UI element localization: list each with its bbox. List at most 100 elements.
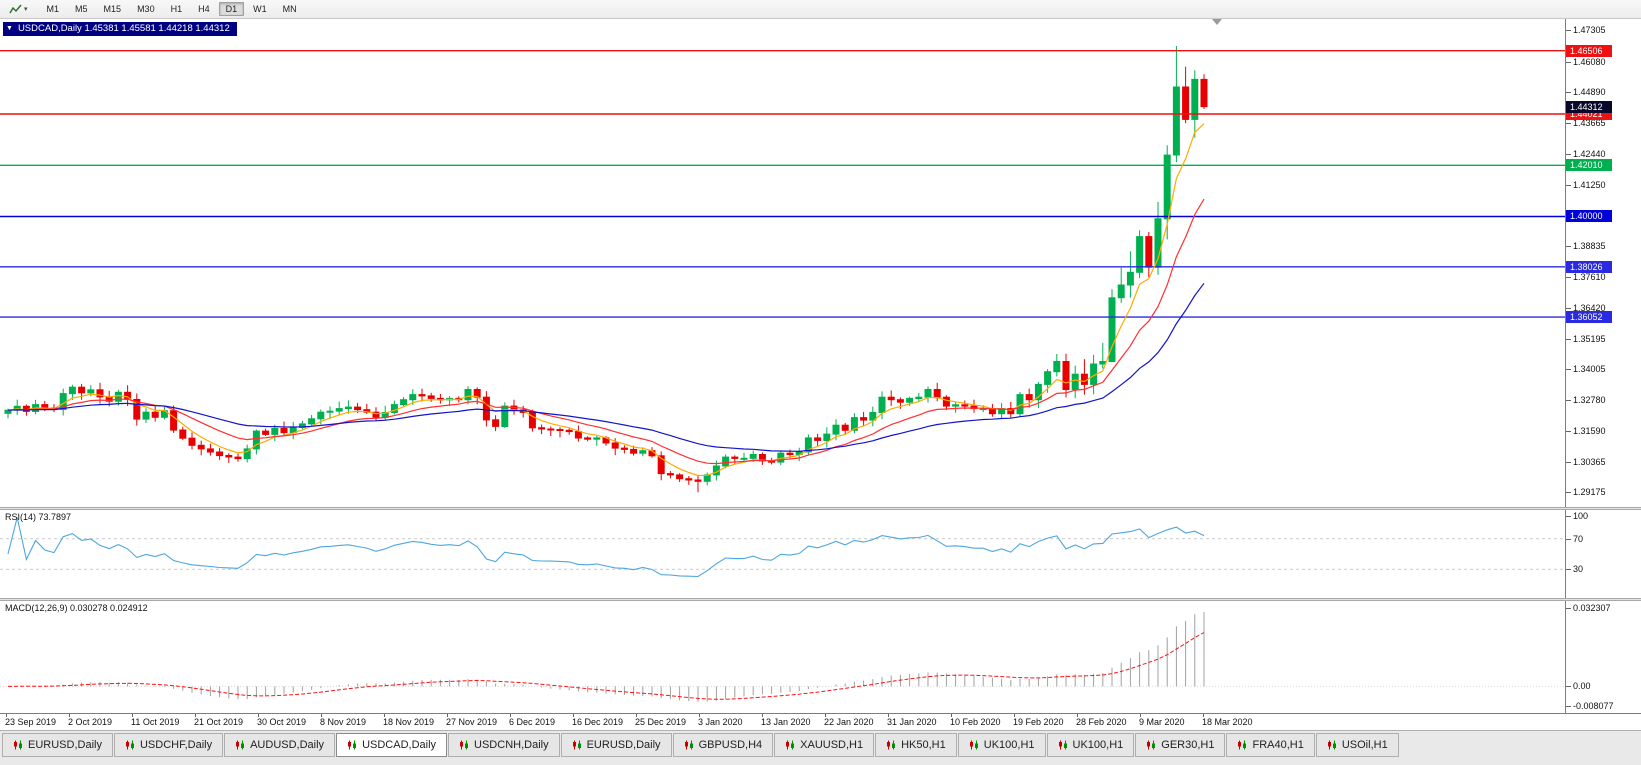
timeframe-m1[interactable]: M1 (46, 4, 60, 14)
date-tick (888, 714, 889, 717)
symbol-ohlc-text: USDCAD,Daily 1.45381 1.45581 1.44218 1.4… (17, 23, 230, 34)
chart-tab-eurusd-daily[interactable]: EURUSD,Daily (560, 733, 672, 757)
chart-tab-ger30-h1[interactable]: GER30,H1 (1135, 733, 1226, 757)
macd-label: MACD(12,26,9) 0.030278 0.024912 (5, 603, 148, 613)
candlestick-icon (236, 740, 245, 750)
chart-tab-hk50-h1[interactable]: HK50,H1 (875, 733, 957, 757)
candlestick-icon (348, 740, 357, 750)
price-axis[interactable]: 1.47305 1.46080 1.44890 1.43665 1.42440 1.412… (1565, 19, 1641, 507)
date-axis-label: 2 Oct 2019 (68, 717, 113, 727)
candles-layer (4, 46, 1208, 493)
price-axis-label: 1.29175 (1566, 487, 1606, 497)
rsi-axis-label: 70 (1565, 534, 1584, 544)
date-tick (636, 714, 637, 717)
date-tick (1077, 714, 1078, 717)
timeframe-h1[interactable]: H1 (170, 4, 183, 14)
dropdown-caret-icon: ▾ (24, 6, 28, 13)
chart-tab-xauusd-h1[interactable]: XAUUSD,H1 (774, 733, 875, 757)
chart-tab-bar: EURUSD,Daily USDCHF,Daily AUDUSD,Daily USDC… (0, 730, 1641, 765)
date-axis-label: 22 Jan 2020 (824, 717, 874, 727)
price-axis-label: 1.46080 (1566, 57, 1606, 67)
timeframe-m30[interactable]: M30 (137, 4, 155, 14)
chart-tab-uk100-h1[interactable]: UK100,H1 (1046, 733, 1135, 757)
macd-axis-label: -0.008077 (1566, 701, 1614, 711)
date-axis-label: 25 Dec 2019 (635, 717, 687, 727)
chart-tab-usdchf-daily[interactable]: USDCHF,Daily (113, 733, 224, 757)
chart-tab-fra40-h1[interactable]: FRA40,H1 (1226, 733, 1315, 757)
candlestick-icon (125, 740, 134, 750)
chart-tab-usdcnh-daily[interactable]: USDCNH,Daily (448, 733, 560, 757)
line-chart-icon (9, 4, 22, 13)
rsi-plot[interactable]: RSI(14) 73.7897 (0, 510, 1565, 598)
date-axis-label: 27 Nov 2019 (446, 717, 498, 727)
chart-tab-usdcad-daily[interactable]: USDCAD,Daily (336, 733, 448, 757)
chart-tab-audusd-daily[interactable]: AUDUSD,Daily (224, 733, 336, 757)
tab-label: GBPUSD,H4 (698, 739, 763, 751)
price-axis-label: 1.44890 (1566, 87, 1606, 97)
candlestick-icon (887, 740, 896, 750)
rsi-axis[interactable]: 100 70 30 (1565, 510, 1641, 598)
tab-label: HK50,H1 (901, 739, 946, 751)
date-tick (132, 714, 133, 717)
chart-info-bar: ▼ USDCAD,Daily 1.45381 1.45581 1.44218 1… (3, 22, 237, 36)
price-axis-label: 1.43665 (1566, 118, 1606, 128)
date-tick (762, 714, 763, 717)
date-axis-label: 23 Sep 2019 (5, 717, 57, 727)
date-axis[interactable]: 23 Sep 2019 2 Oct 2019 11 Oct 2019 21 Oct 2… (0, 713, 1641, 730)
candlestick-icon (786, 740, 795, 750)
ma-slow-line (7, 282, 1205, 452)
date-axis-label: 21 Oct 2019 (194, 717, 244, 727)
chart-plot[interactable]: ▼ USDCAD,Daily 1.45381 1.45581 1.44218 1… (0, 19, 1565, 507)
date-tick (1014, 714, 1015, 717)
main-chart-panel: ▼ USDCAD,Daily 1.45381 1.45581 1.44218 1… (0, 19, 1641, 507)
chart-tab-uk100-h1[interactable]: UK100,H1 (957, 733, 1046, 757)
hline-price-badge: 1.46506 (1566, 45, 1612, 57)
chart-shift-marker[interactable] (1212, 19, 1222, 25)
date-axis-label: 6 Dec 2019 (509, 717, 556, 727)
hline-price-badge: 1.36052 (1566, 311, 1612, 323)
macd-plot[interactable]: MACD(12,26,9) 0.030278 0.024912 (0, 601, 1565, 713)
tab-label: UK100,H1 (983, 739, 1035, 751)
hlines-layer[interactable] (0, 50, 1565, 318)
price-axis-label: 1.31590 (1566, 426, 1606, 436)
chart-tab-usoil-h1[interactable]: USOil,H1 (1315, 733, 1399, 757)
panel-divider-macd[interactable] (0, 598, 1641, 601)
tab-label: USDCNH,Daily (474, 739, 549, 751)
chart-tab-gbpusd-h4[interactable]: GBPUSD,H4 (672, 733, 774, 757)
date-axis-label: 8 Nov 2019 (320, 717, 367, 727)
timeframe-h4[interactable]: H4 (198, 4, 210, 14)
date-tick (258, 714, 259, 717)
candlestick-icon (1058, 740, 1067, 750)
panel-divider-rsi[interactable] (0, 507, 1641, 510)
candlestick-icon (1147, 740, 1156, 750)
date-tick (69, 714, 70, 717)
date-tick (510, 714, 511, 717)
date-tick (6, 714, 7, 717)
price-axis-label: 1.38835 (1566, 241, 1606, 251)
chart-mode-button[interactable]: ▾ (4, 2, 33, 17)
macd-axis[interactable]: 0.032307 0.00 -0.008077 (1565, 601, 1641, 713)
chart-tab-eurusd-daily[interactable]: EURUSD,Daily (2, 733, 113, 757)
timeframe-w1[interactable]: W1 (253, 4, 267, 14)
rsi-axis-label: 30 (1565, 564, 1584, 574)
candlestick-icon (14, 740, 22, 750)
date-axis-label: 9 Mar 2020 (1139, 717, 1185, 727)
date-tick (447, 714, 448, 717)
collapse-icon[interactable]: ▼ (6, 25, 13, 32)
date-axis-label: 16 Dec 2019 (572, 717, 624, 727)
timeframe-m5[interactable]: M5 (75, 4, 88, 14)
date-tick (825, 714, 826, 717)
macd-panel: MACD(12,26,9) 0.030278 0.024912 0.032307… (0, 601, 1641, 713)
ma-fast-line (7, 123, 1205, 477)
date-axis-label: 19 Feb 2020 (1013, 717, 1064, 727)
timeframe-m15[interactable]: M15 (103, 4, 122, 14)
date-axis-label: 10 Feb 2020 (950, 717, 1001, 727)
timeframe-d1[interactable]: D1 (218, 2, 245, 16)
rsi-label: RSI(14) 73.7897 (5, 512, 72, 522)
tab-label: EURUSD,Daily (586, 739, 661, 751)
hline-price-badge: 1.38026 (1566, 261, 1612, 273)
tab-label: AUDUSD,Daily (250, 739, 325, 751)
date-tick (1203, 714, 1204, 717)
timeframe-mn[interactable]: MN (282, 4, 297, 14)
